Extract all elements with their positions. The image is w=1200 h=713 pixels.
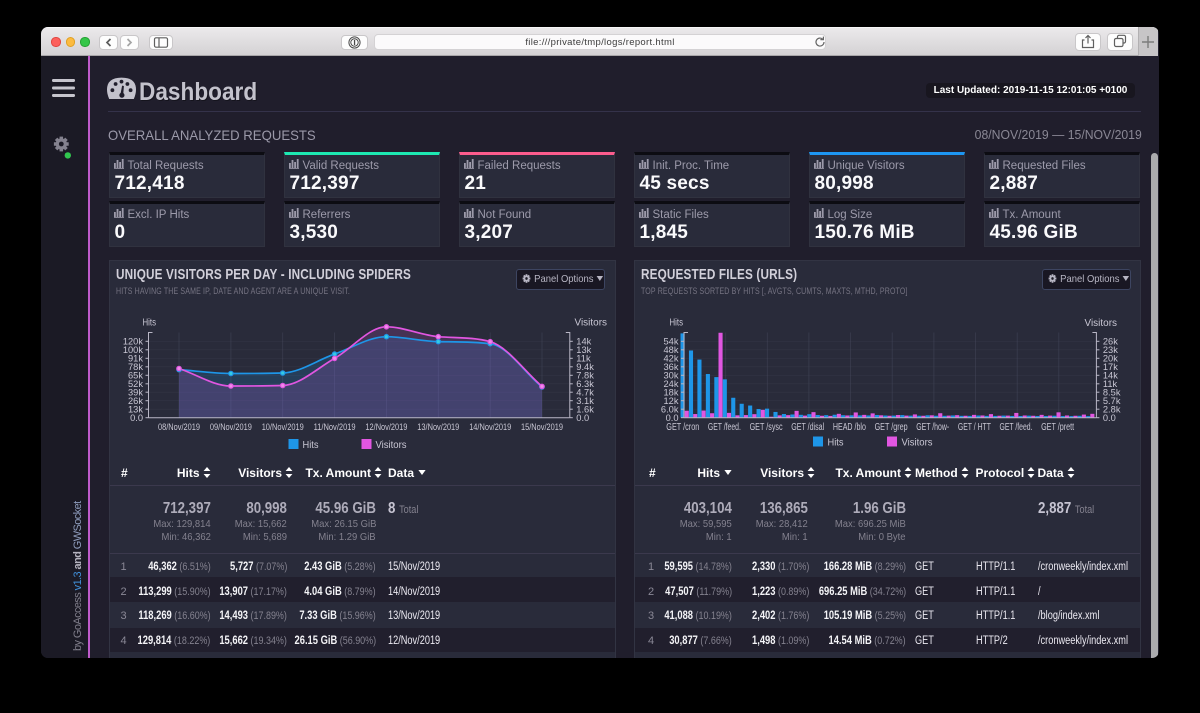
svg-text:12k: 12k [663,396,678,406]
svg-text:20k: 20k [1102,354,1117,364]
svg-text:10/Nov/2019: 10/Nov/2019 [261,422,303,433]
svg-text:1.6k: 1.6k [576,405,594,415]
svg-text:GET /grep: GET /grep [874,422,907,433]
svg-text:13/Nov/2019: 13/Nov/2019 [417,422,459,433]
svg-text:91k: 91k [128,354,143,364]
svg-text:52k: 52k [128,379,143,389]
svg-text:8.5k: 8.5k [1102,388,1120,398]
svg-text:3.1k: 3.1k [576,396,594,406]
svg-text:13k: 13k [128,405,143,415]
svg-text:HEAD /blo: HEAD /blo [832,422,865,433]
svg-text:14/Nov/2019: 14/Nov/2019 [469,422,511,433]
svg-text:9.4k: 9.4k [576,362,594,372]
svg-text:09/Nov/2019: 09/Nov/2019 [209,422,251,433]
svg-text:Hits: Hits [669,318,683,329]
svg-text:39k: 39k [128,388,143,398]
svg-text:08/Nov/2019: 08/Nov/2019 [158,422,200,433]
svg-text:4.7k: 4.7k [576,388,594,398]
svg-text:GET /disal: GET /disal [791,422,824,433]
svg-text:6.0k: 6.0k [660,405,678,415]
svg-text:Visitors: Visitors [574,318,607,329]
svg-text:11k: 11k [576,354,591,364]
svg-text:6.3k: 6.3k [576,379,594,389]
svg-text:GET / HTT: GET / HTT [957,422,990,433]
svg-text:Visitors: Visitors [1084,318,1117,329]
svg-text:48k: 48k [663,345,678,355]
svg-text:17k: 17k [1102,362,1117,372]
svg-text:0.0: 0.0 [1102,413,1115,423]
svg-text:100k: 100k [122,345,143,355]
svg-text:13k: 13k [576,345,591,355]
svg-text:78k: 78k [128,362,143,372]
svg-text:23k: 23k [1102,345,1117,355]
svg-text:0.0: 0.0 [576,413,589,423]
svg-text:14k: 14k [1102,371,1117,381]
svg-text:Hits: Hits [302,439,318,451]
svg-text:Hits: Hits [827,436,843,448]
svg-text:7.8k: 7.8k [576,371,594,381]
svg-text:24k: 24k [663,379,678,389]
svg-text:11k: 11k [1102,379,1117,389]
svg-text:36k: 36k [663,362,678,372]
svg-text:GET /how-: GET /how- [916,422,949,433]
svg-text:14k: 14k [576,337,591,347]
svg-text:Visitors: Visitors [901,436,932,448]
svg-text:11/Nov/2019: 11/Nov/2019 [313,422,355,433]
svg-text:120k: 120k [122,337,143,347]
svg-text:15/Nov/2019: 15/Nov/2019 [521,422,563,433]
svg-text:GET /feed.: GET /feed. [999,422,1032,433]
svg-text:GET /feed.: GET /feed. [707,422,740,433]
svg-text:26k: 26k [1102,337,1117,347]
svg-text:0.0: 0.0 [665,413,678,423]
svg-text:54k: 54k [663,337,678,347]
svg-text:65k: 65k [128,371,143,381]
svg-text:GET /prett: GET /prett [1041,422,1074,433]
svg-text:Visitors: Visitors [375,439,406,451]
svg-text:12/Nov/2019: 12/Nov/2019 [365,422,407,433]
svg-text:2.8k: 2.8k [1102,405,1120,415]
svg-text:Hits: Hits [142,318,156,329]
svg-text:26k: 26k [128,396,143,406]
svg-text:GET /sysc: GET /sysc [749,422,782,433]
svg-text:42k: 42k [663,354,678,364]
svg-text:GET /cron: GET /cron [666,422,699,433]
svg-text:5.7k: 5.7k [1102,396,1120,406]
svg-text:30k: 30k [663,371,678,381]
svg-text:18k: 18k [663,388,678,398]
svg-text:0.0: 0.0 [130,413,143,423]
